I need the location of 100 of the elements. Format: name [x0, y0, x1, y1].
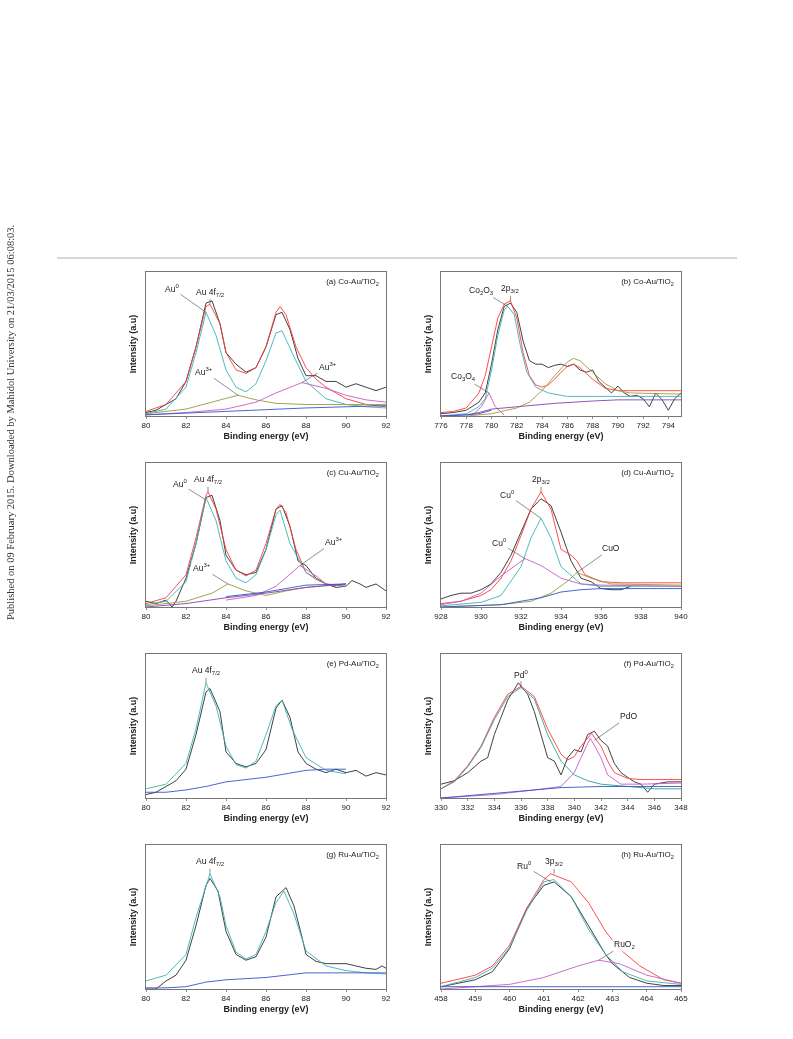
x-tick-label: 80	[141, 803, 151, 813]
y-axis-title: Intensity (a.u)	[128, 314, 139, 374]
x-tick-label: 84	[221, 421, 231, 431]
y-axis-title: Intensity (a.u)	[423, 696, 434, 756]
annotation: Au 4f$_{7/2}$	[194, 474, 223, 485]
y-axis-title: Intensity (a.u)	[423, 314, 434, 374]
x-tick-label: 788	[585, 421, 600, 431]
x-tick-label: 84	[221, 612, 231, 622]
x-tick-label: 794	[661, 421, 676, 431]
x-tick-label: 92	[381, 421, 391, 431]
x-tick-label: 90	[341, 803, 351, 813]
x-tick-label: 330	[434, 803, 449, 813]
x-axis-title: Binding energy (eV)	[223, 622, 309, 633]
x-tick-label: 934	[554, 612, 569, 622]
annotation: Au$^{3+}$	[193, 562, 211, 573]
annotation: Au$^{0}$	[165, 283, 180, 294]
chart-title: (a) Co-Au/TiO$_{2}$	[326, 277, 379, 287]
annotation: Au$^{3+}$	[325, 536, 343, 547]
annotation: Co$_{2}$O$_{3}$	[469, 285, 494, 296]
annotation: Co$_{3}$O$_{4}$	[451, 371, 476, 382]
x-tick-label: 80	[141, 612, 151, 622]
annotation: CuO	[602, 543, 620, 553]
text: Published on 09 February 2015. Downloaded by Mahidol University on 21/03/2015 06:08:03.	[5, 224, 16, 620]
annotation: Au 4f$_{7/2}$	[192, 665, 221, 676]
y-axis-title: Intensity (a.u)	[128, 505, 139, 565]
x-tick-label: 86	[261, 612, 271, 622]
x-tick-label: 82	[181, 803, 191, 813]
y-axis-title: Intensity (a.u)	[423, 505, 434, 565]
x-tick-label: 463	[605, 994, 620, 1004]
x-tick-label: 940	[674, 612, 689, 622]
x-tick-label: 88	[301, 612, 311, 622]
annotation: Au 4f$_{7/2}$	[196, 287, 225, 298]
x-tick-label: 90	[341, 612, 351, 622]
x-tick-label: 336	[514, 803, 529, 813]
x-tick-label: 80	[141, 994, 151, 1004]
x-tick-label: 346	[647, 803, 662, 813]
annotation: Au$^{3+}$	[319, 361, 337, 372]
annotation: 2p$_{3/2}$	[532, 474, 550, 485]
annotation: Cu$^{0}$	[500, 489, 515, 500]
x-tick-label: 90	[341, 994, 351, 1004]
x-tick-label: 84	[221, 803, 231, 813]
chart-title: (d) Cu-Au/TiO$_{2}$	[621, 468, 674, 478]
x-tick-label: 92	[381, 994, 391, 1004]
x-tick-label: 92	[381, 612, 391, 622]
x-tick-label: 465	[674, 994, 689, 1004]
x-axis-title: Binding energy (eV)	[518, 1004, 604, 1015]
x-axis-title: Binding energy (eV)	[223, 1004, 309, 1015]
annotation: Au 4f$_{7/2}$	[196, 856, 225, 867]
y-axis-title: Intensity (a.u)	[128, 887, 139, 947]
x-tick-label: 342	[594, 803, 609, 813]
x-tick-label: 460	[502, 994, 517, 1004]
chart-title: (f) Pd-Au/TiO$_{2}$	[623, 659, 674, 669]
x-tick-label: 348	[674, 803, 689, 813]
x-tick-label: 86	[261, 994, 271, 1004]
x-axis-title: Binding energy (eV)	[518, 622, 604, 633]
x-axis-title: Binding energy (eV)	[518, 813, 604, 824]
chart-title: (c) Cu-Au/TiO$_{2}$	[326, 468, 379, 478]
x-tick-label: 86	[261, 421, 271, 431]
chart-title: (h) Ru-Au/TiO$_{2}$	[621, 850, 674, 860]
x-axis-title: Binding energy (eV)	[223, 813, 309, 824]
annotation: PdO	[620, 711, 638, 721]
x-tick-label: 82	[181, 612, 191, 622]
x-tick-label: 932	[514, 612, 529, 622]
x-tick-label: 780	[484, 421, 499, 431]
x-tick-label: 82	[181, 421, 191, 431]
annotation: Ru$^{0}$	[517, 860, 532, 871]
x-tick-label: 459	[468, 994, 483, 1004]
x-tick-label: 90	[341, 421, 351, 431]
x-tick-label: 792	[636, 421, 651, 431]
annotation: Au$^{3+}$	[195, 366, 213, 377]
x-tick-label: 334	[487, 803, 502, 813]
x-tick-label: 464	[640, 994, 654, 1004]
annotation: 2p$_{3/2}$	[501, 283, 519, 294]
x-tick-label: 928	[434, 612, 449, 622]
x-tick-label: 778	[459, 421, 474, 431]
y-axis-title: Intensity (a.u)	[128, 696, 139, 756]
x-tick-label: 784	[535, 421, 550, 431]
x-tick-label: 86	[261, 803, 271, 813]
x-tick-label: 80	[141, 421, 151, 431]
x-tick-label: 338	[540, 803, 555, 813]
annotation: RuO$_{2}$	[614, 939, 635, 950]
x-axis-title: Binding energy (eV)	[518, 431, 604, 442]
x-tick-label: 936	[594, 612, 609, 622]
x-tick-label: 458	[434, 994, 449, 1004]
x-tick-label: 461	[537, 994, 552, 1004]
x-tick-label: 88	[301, 994, 311, 1004]
x-tick-label: 776	[434, 421, 449, 431]
x-tick-label: 82	[181, 994, 191, 1004]
x-tick-label: 790	[611, 421, 626, 431]
annotation: Pd$^{0}$	[514, 669, 529, 680]
x-tick-label: 930	[474, 612, 489, 622]
x-tick-label: 88	[301, 421, 311, 431]
x-tick-label: 462	[571, 994, 586, 1004]
chart-title: (g) Ru-Au/TiO$_{2}$	[326, 850, 379, 860]
annotation: Au$^{0}$	[173, 478, 188, 489]
x-tick-label: 938	[634, 612, 649, 622]
x-tick-label: 344	[620, 803, 635, 813]
x-tick-label: 340	[567, 803, 582, 813]
y-axis-title: Intensity (a.u)	[423, 887, 434, 947]
x-tick-label: 332	[460, 803, 475, 813]
